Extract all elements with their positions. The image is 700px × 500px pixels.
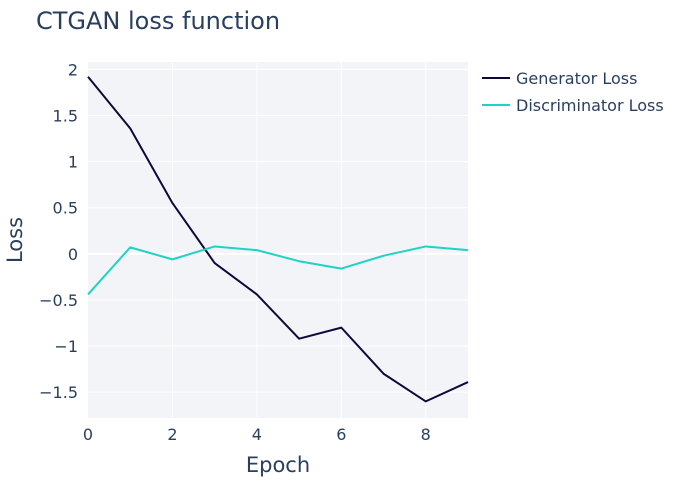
x-tick-label: 0 [83, 425, 93, 444]
y-tick-label: 1.5 [53, 106, 78, 125]
legend-label: Discriminator Loss [516, 96, 664, 115]
x-tick-label: 6 [336, 425, 346, 444]
x-axis-title: Epoch [246, 453, 310, 477]
series-lines [87, 76, 469, 403]
chart-title: CTGAN loss function [36, 7, 280, 35]
x-tick-label: 2 [167, 425, 177, 444]
x-tick-label: 8 [421, 425, 431, 444]
y-axis-ticks: 2 1.5 1 0.5 0 −0.5 −1 −1.5 [39, 60, 78, 402]
y-tick-label: −1 [54, 337, 78, 356]
y-tick-label: 0.5 [53, 199, 78, 218]
x-axis-ticks: 0 2 4 6 8 [83, 425, 431, 444]
legend-label: Generator Loss [516, 69, 637, 88]
y-tick-label: 2 [68, 60, 78, 79]
y-axis-title: Loss [3, 217, 27, 263]
x-tick-label: 4 [252, 425, 262, 444]
series-line-discriminator-loss [87, 245, 469, 296]
plot-area [88, 62, 468, 418]
legend: Generator Loss Discriminator Loss [482, 69, 664, 115]
y-tick-label: 1 [68, 153, 78, 172]
series-line-generator-loss [87, 76, 469, 403]
y-tick-label: −1.5 [39, 383, 78, 402]
y-tick-label: −0.5 [39, 291, 78, 310]
y-tick-label: 0 [68, 245, 78, 264]
